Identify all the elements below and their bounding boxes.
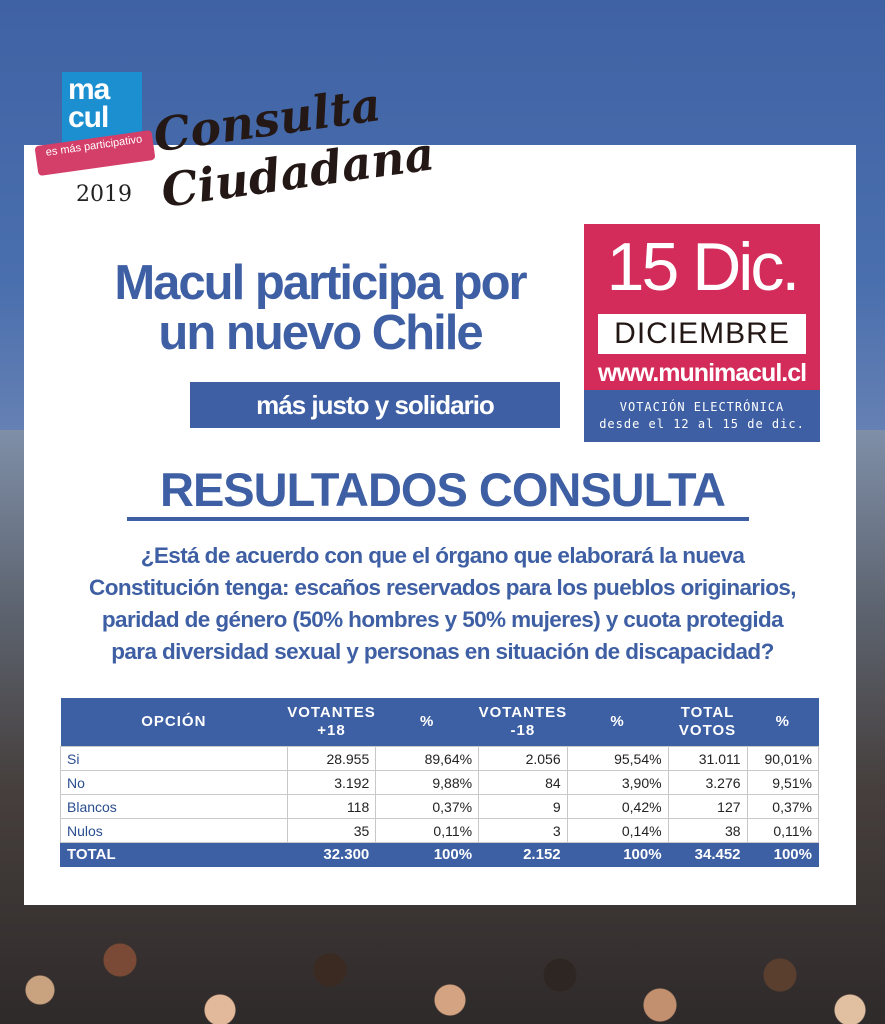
row-percent-2: 3,90% [566,770,669,795]
date-box-pink: 15 Dic. DICIEMBRE www.munimacul.cl [584,224,820,390]
question-line1: ¿Está de acuerdo con que el órgano que e… [140,543,745,568]
row-percent-3: 0,37% [746,794,820,819]
row-percent-2: 0,14% [566,818,669,843]
question-line2: Constitución tenga: escaños reservados p… [89,575,796,600]
row-option: Si [60,746,288,771]
total-votos: 34.452 [667,842,748,867]
table-row: No 3.192 9,88% 84 3,90% 3.276 9,51% [60,770,820,795]
table-total-row: TOTAL 32.300 100% 2.152 100% 34.452 100% [60,842,820,867]
row-votantes-menos18: 9 [478,794,568,819]
header-percent-1: % [375,698,479,747]
table-row: Blancos 118 0,37% 9 0,42% 127 0,37% [60,794,820,819]
voting-note-line2: desde el 12 al 15 de dic. [599,417,805,431]
date-box: 15 Dic. DICIEMBRE www.munimacul.cl VOTAC… [584,224,820,442]
website-link[interactable]: www.munimacul.cl [597,359,807,387]
table-header-row: OPCIÓN VOTANTES +18 % VOTANTES -18 % TOTAL… [60,698,819,747]
row-percent-3: 0,11% [746,818,820,843]
consulta-question: ¿Está de acuerdo con que el órgano que e… [40,540,845,668]
row-percent-3: 90,01% [746,746,820,771]
main-headline: Macul participa por un nuevo Chile [60,258,580,358]
headline-subtitle: más justo y solidario [190,382,560,428]
headline-line1: Macul participa por [114,256,527,310]
logo-text: ma cul [68,73,110,134]
row-total-votos: 127 [667,794,748,819]
row-total-votos: 31.011 [667,746,748,771]
question-line3: paridad de género (50% hombres y 50% muj… [101,607,784,632]
row-percent-1: 0,37% [375,794,480,819]
row-total-votos: 38 [667,818,748,843]
voting-note-line1: VOTACIÓN ELECTRÓNICA [619,400,785,414]
row-total-votos: 3.276 [667,770,748,795]
row-percent-2: 95,54% [566,746,669,771]
total-percent-1: 100% [375,842,480,867]
header-percent-3: % [747,698,819,747]
row-votantes-menos18: 2.056 [478,746,568,771]
table-row: Si 28.955 89,64% 2.056 95,54% 31.011 90,… [60,746,820,771]
row-votantes-mas18: 118 [286,794,377,819]
results-table: OPCIÓN VOTANTES +18 % VOTANTES -18 % TOTAL… [60,698,820,867]
question-line4: para diversidad sexual y personas en sit… [111,639,774,664]
row-option: No [60,770,288,795]
header-total-votos: TOTAL VOTOS [668,698,748,747]
header-votantes-menos18: VOTANTES -18 [478,698,568,747]
headline-line2: un nuevo Chile [158,306,483,360]
results-title-underline [127,517,749,521]
row-option: Blancos [60,794,288,819]
consulta-year: 2019 [76,182,132,207]
row-percent-1: 9,88% [375,770,480,795]
total-votantes-menos18: 2.152 [478,842,568,867]
row-percent-1: 0,11% [375,818,480,843]
total-votantes-mas18: 32.300 [286,842,377,867]
results-title: RESULTADOS CONSULTA [160,463,726,516]
row-votantes-menos18: 84 [478,770,568,795]
row-votantes-mas18: 3.192 [286,770,377,795]
row-option: Nulos [60,818,288,843]
header-opcion: OPCIÓN [60,698,288,747]
header-percent-2: % [567,698,669,747]
date-month: DICIEMBRE [598,314,806,354]
total-label: TOTAL [60,842,288,867]
header-votantes-mas18: VOTANTES +18 [287,698,376,747]
table-row: Nulos 35 0,11% 3 0,14% 38 0,11% [60,818,820,843]
row-percent-2: 0,42% [566,794,669,819]
row-percent-3: 9,51% [746,770,820,795]
voting-note: VOTACIÓN ELECTRÓNICA desde el 12 al 15 d… [584,390,820,442]
row-votantes-mas18: 35 [286,818,377,843]
date-day: 15 Dic. [606,229,801,305]
row-votantes-mas18: 28.955 [286,746,377,771]
row-votantes-menos18: 3 [478,818,568,843]
total-percent-2: 100% [566,842,669,867]
total-percent-3: 100% [746,842,820,867]
row-percent-1: 89,64% [375,746,480,771]
